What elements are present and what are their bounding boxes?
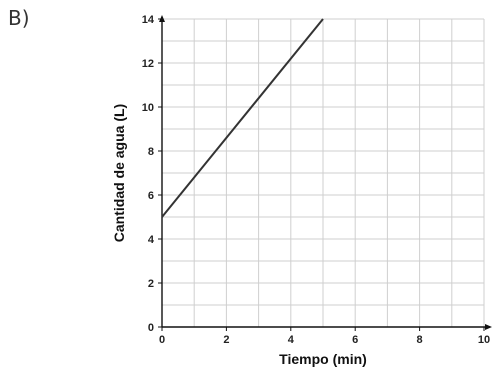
x-tick-label: 8 bbox=[417, 334, 423, 346]
x-axis-title: Tiempo (min) bbox=[279, 351, 367, 367]
y-tick-label: 0 bbox=[148, 322, 154, 334]
x-axis-arrow bbox=[485, 324, 492, 330]
x-tick-label: 6 bbox=[352, 334, 358, 346]
y-tick-label: 12 bbox=[142, 58, 154, 70]
chart-series bbox=[161, 18, 324, 218]
y-axis-title: Cantidad de agua (L) bbox=[111, 104, 127, 242]
y-tick-label: 4 bbox=[148, 234, 155, 246]
y-tick-label: 14 bbox=[142, 14, 155, 26]
x-tick-label: 2 bbox=[223, 334, 229, 346]
y-tick-label: 2 bbox=[148, 278, 154, 290]
series-line bbox=[161, 18, 324, 218]
y-tick-label: 10 bbox=[142, 102, 154, 114]
panel-label: B) bbox=[8, 6, 30, 30]
chart-ticks: 0 2 4 6 8 10 0 2 4 6 8 10 12 14 bbox=[142, 14, 490, 346]
chart-grid bbox=[162, 18, 485, 327]
x-tick-label: 4 bbox=[288, 334, 295, 346]
x-tick-label: 10 bbox=[478, 334, 490, 346]
x-tick-label: 0 bbox=[159, 334, 165, 346]
y-tick-label: 8 bbox=[148, 146, 154, 158]
y-tick-label: 6 bbox=[148, 190, 154, 202]
